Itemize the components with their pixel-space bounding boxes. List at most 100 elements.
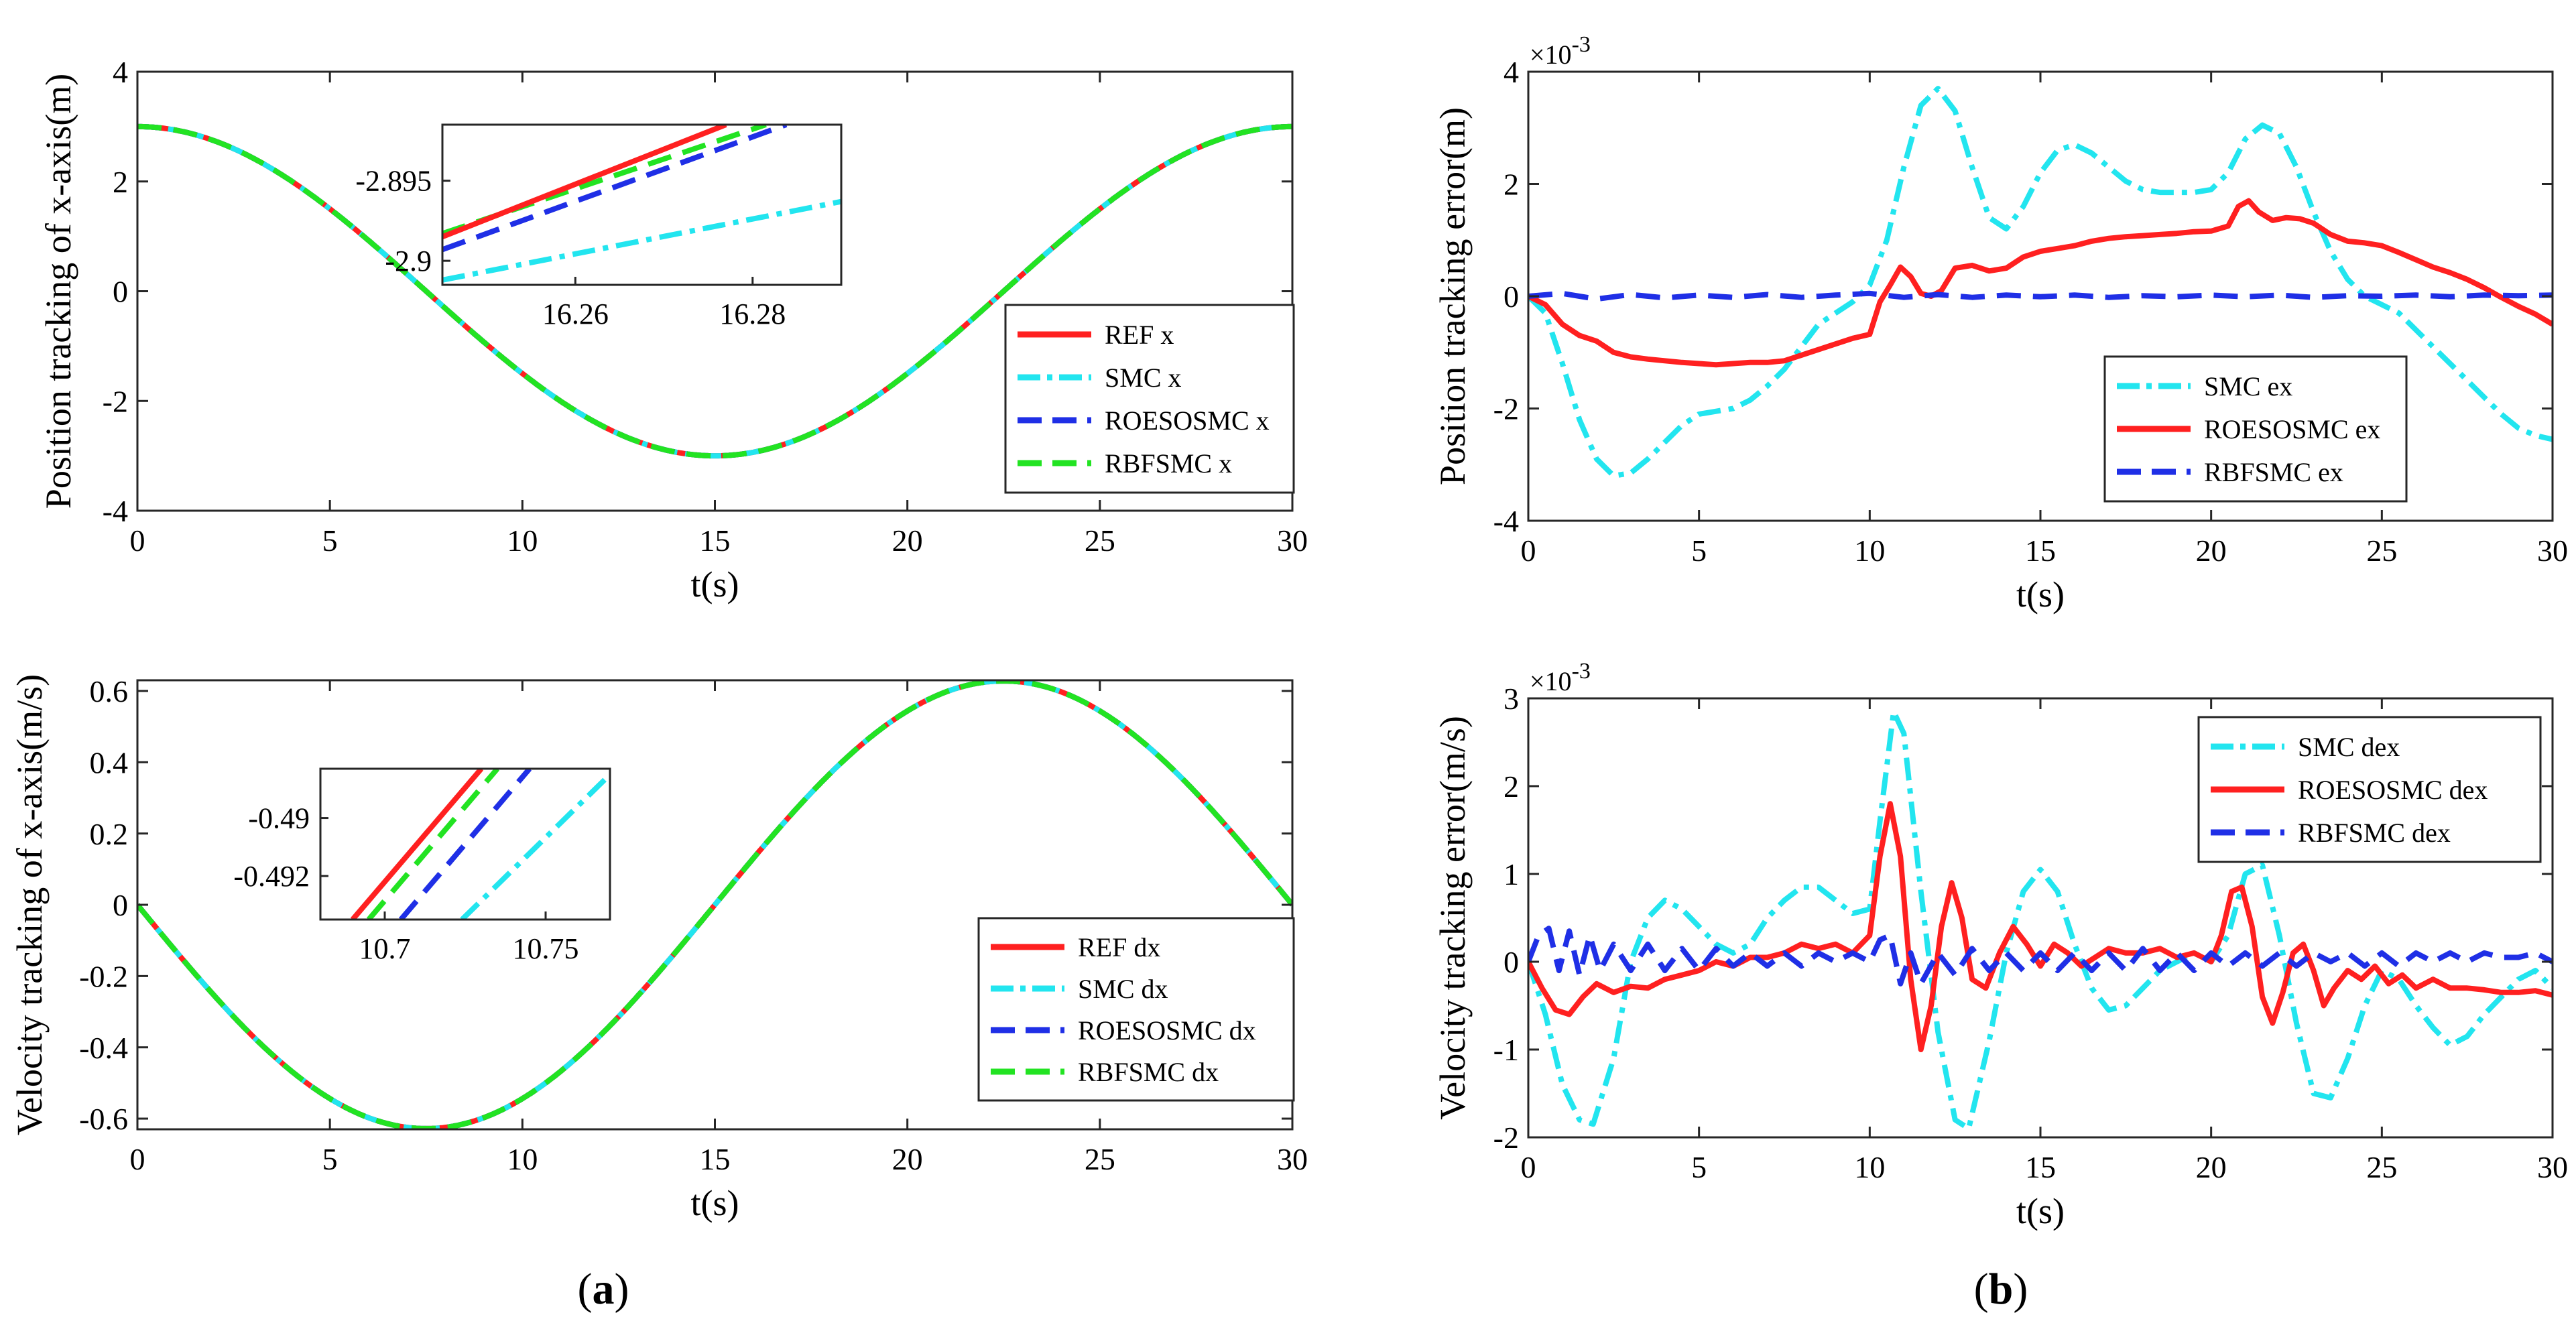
x-axis-label: t(s) (2016, 1191, 2065, 1231)
inset-line-ref (442, 125, 727, 240)
inset-lines (350, 769, 610, 920)
legend-entry: SMC ex (2204, 371, 2292, 401)
x-tick-label: 30 (1277, 523, 1308, 558)
series-line-smc (137, 123, 1292, 459)
series-line-roeso (1528, 926, 2553, 987)
y-tick-label: 0 (113, 888, 128, 922)
y-tick-label: -0.6 (79, 1102, 128, 1136)
series-group (137, 680, 1292, 1129)
inset-y-tick-label: -2.9 (385, 245, 432, 277)
series-line-rbf (137, 680, 1292, 1129)
x-tick-label: 25 (1085, 523, 1115, 558)
legend: REF x SMC x ROESOSMC x RBFSMC x (1004, 304, 1295, 494)
inset-line-roeso (442, 125, 788, 253)
inset-area (442, 125, 841, 285)
x-tick-label: 10 (507, 1142, 538, 1176)
inset-vel: 10.7 10.75 -0.49 -0.492 (233, 767, 611, 965)
inset-x-tick-label: 10.75 (513, 932, 579, 965)
y-tick-label: 0.4 (90, 745, 129, 779)
legend-entry: REF x (1105, 320, 1174, 350)
chart-pos: 0 5 10 15 20 25 30 -4 -2 0 2 4 t(s) Position tracking… (38, 55, 1308, 605)
legend-entry: REF dx (1078, 932, 1160, 962)
svg-text:(a): (a) (578, 1265, 629, 1314)
svg-text:(b): (b) (1974, 1265, 2028, 1314)
inset-x-tick-label: 16.28 (719, 298, 786, 330)
x-tick-label: 10 (1854, 533, 1885, 568)
y-tick-label: -0.2 (79, 959, 128, 993)
inset-line-smc (460, 772, 610, 920)
y-tick-label: 4 (113, 55, 128, 89)
y-tick-label: -4 (1493, 504, 1519, 538)
y-tick-label: 0 (113, 275, 128, 309)
inset-line-rbf (366, 769, 500, 920)
x-tick-label: 25 (1085, 1142, 1115, 1176)
inset-lines (442, 125, 841, 283)
panel-a-letter: a (593, 1265, 615, 1314)
inset-box (319, 767, 611, 921)
inset-line-ref (350, 769, 484, 920)
inset-area (320, 769, 610, 920)
legend-entry: RBFSMC ex (2204, 457, 2343, 487)
axis-exponent-power: -3 (1572, 659, 1591, 684)
legend-entry: SMC dx (1078, 974, 1168, 1004)
x-tick-label: 0 (1521, 533, 1536, 568)
x-tick-label: 5 (1691, 1150, 1707, 1184)
inset-pos: 16.26 16.28 -2.895 -2.9 (355, 123, 843, 330)
inset-y-tick-label: -0.49 (248, 802, 310, 835)
y-tick-label: 3 (1504, 682, 1519, 716)
legend-entry: RBFSMC dx (1078, 1057, 1219, 1087)
inset-y-tick-label: -2.895 (355, 165, 432, 198)
legend-entry: ROESOSMC dex (2298, 775, 2488, 805)
panel-a-label: (a) (578, 1265, 629, 1314)
y-tick-label: 2 (1504, 168, 1519, 202)
series-line-smc (1528, 86, 2553, 479)
legend-entry: ROESOSMC ex (2204, 414, 2380, 444)
legend-entry: RBFSMC x (1105, 448, 1232, 479)
axis-exponent-base: ×10-3 (1530, 32, 1591, 70)
legend-entry: ROESOSMC x (1105, 405, 1270, 436)
x-tick-label: 30 (1277, 1142, 1308, 1176)
inset-line-roeso (398, 769, 532, 920)
inset-x-tick-label: 10.7 (359, 932, 411, 965)
legend-entry: SMC dex (2298, 732, 2400, 762)
legend: REF dx SMC dx ROESOSMC dx RBFSMC dx (977, 917, 1295, 1102)
series-line-ref (1528, 801, 2553, 1052)
y-axis-label: Position tracking of x-axis(m) (38, 74, 78, 509)
x-tick-label: 20 (892, 523, 923, 558)
legend-entry: SMC x (1105, 363, 1182, 393)
series-group (137, 123, 1292, 459)
x-tick-label: 20 (2196, 1150, 2227, 1184)
y-tick-label: 0.2 (90, 817, 129, 851)
x-tick-label: 10 (507, 523, 538, 558)
y-axis-label: Position tracking error(m) (1432, 107, 1473, 485)
x-tick-label: 15 (2025, 1150, 2056, 1184)
series-line-ref (1528, 198, 2553, 368)
x-tick-label: 30 (2537, 533, 2568, 568)
y-tick-label: 0 (1504, 945, 1519, 979)
y-tick-label: 0.6 (90, 674, 129, 708)
y-axis-label: Velocity tracking error(m/s) (1432, 716, 1473, 1120)
y-tick-label: 4 (1504, 55, 1519, 89)
inset-y-tick-label: -0.492 (233, 860, 310, 893)
axis-exponent-base: ×10-3 (1530, 659, 1591, 696)
x-tick-label: 25 (2366, 1150, 2397, 1184)
x-tick-label: 20 (892, 1142, 923, 1176)
x-tick-label: 5 (1691, 533, 1707, 568)
x-tick-label: 10 (1854, 1150, 1885, 1184)
y-tick-label: -4 (103, 494, 128, 528)
x-axis-label: t(s) (691, 564, 739, 605)
legend-entry: RBFSMC dex (2298, 818, 2451, 848)
x-tick-label: 15 (700, 523, 731, 558)
panel-b-label: (b) (1974, 1265, 2028, 1314)
axis-exponent-power: -3 (1572, 32, 1591, 57)
x-tick-label: 5 (322, 1142, 338, 1176)
series-group (1528, 86, 2553, 479)
y-tick-label: -2 (1493, 392, 1519, 426)
y-tick-label: 2 (113, 165, 128, 199)
x-tick-label: 20 (2196, 533, 2227, 568)
chart-vel_err: 0 5 10 15 20 25 30 -2 -1 0 1 2 3 t(s) Velocity trackin… (1432, 659, 2568, 1231)
chart-pos_err: 0 5 10 15 20 25 30 -4 -2 0 2 4 t(s) Position tracking… (1432, 32, 2568, 615)
y-tick-label: 0 (1504, 279, 1519, 314)
x-axis-label: t(s) (2016, 574, 2065, 615)
